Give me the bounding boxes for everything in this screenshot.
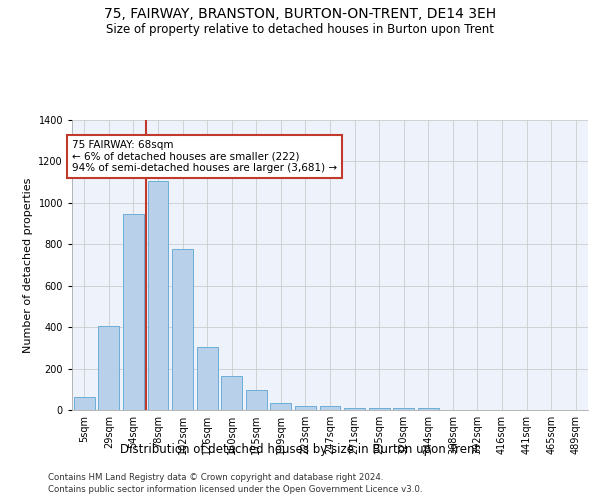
Bar	[221, 376, 242, 410]
Bar	[295, 406, 316, 410]
Bar	[418, 408, 439, 410]
Bar	[271, 403, 292, 410]
Bar	[393, 408, 414, 410]
Bar	[148, 181, 169, 410]
Text: 75 FAIRWAY: 68sqm
← 6% of detached houses are smaller (222)
94% of semi-detached: 75 FAIRWAY: 68sqm ← 6% of detached house…	[72, 140, 337, 173]
Text: Size of property relative to detached houses in Burton upon Trent: Size of property relative to detached ho…	[106, 22, 494, 36]
Y-axis label: Number of detached properties: Number of detached properties	[23, 178, 33, 352]
Bar	[197, 347, 218, 410]
Bar	[74, 396, 95, 410]
Bar	[172, 250, 193, 410]
Text: Contains HM Land Registry data © Crown copyright and database right 2024.: Contains HM Land Registry data © Crown c…	[48, 472, 383, 482]
Bar	[344, 408, 365, 410]
Bar	[98, 326, 119, 410]
Text: Contains public sector information licensed under the Open Government Licence v3: Contains public sector information licen…	[48, 485, 422, 494]
Bar	[320, 406, 340, 410]
Text: 75, FAIRWAY, BRANSTON, BURTON-ON-TRENT, DE14 3EH: 75, FAIRWAY, BRANSTON, BURTON-ON-TRENT, …	[104, 8, 496, 22]
Bar	[246, 390, 267, 410]
Bar	[123, 214, 144, 410]
Bar	[368, 408, 389, 410]
Text: Distribution of detached houses by size in Burton upon Trent: Distribution of detached houses by size …	[121, 442, 479, 456]
